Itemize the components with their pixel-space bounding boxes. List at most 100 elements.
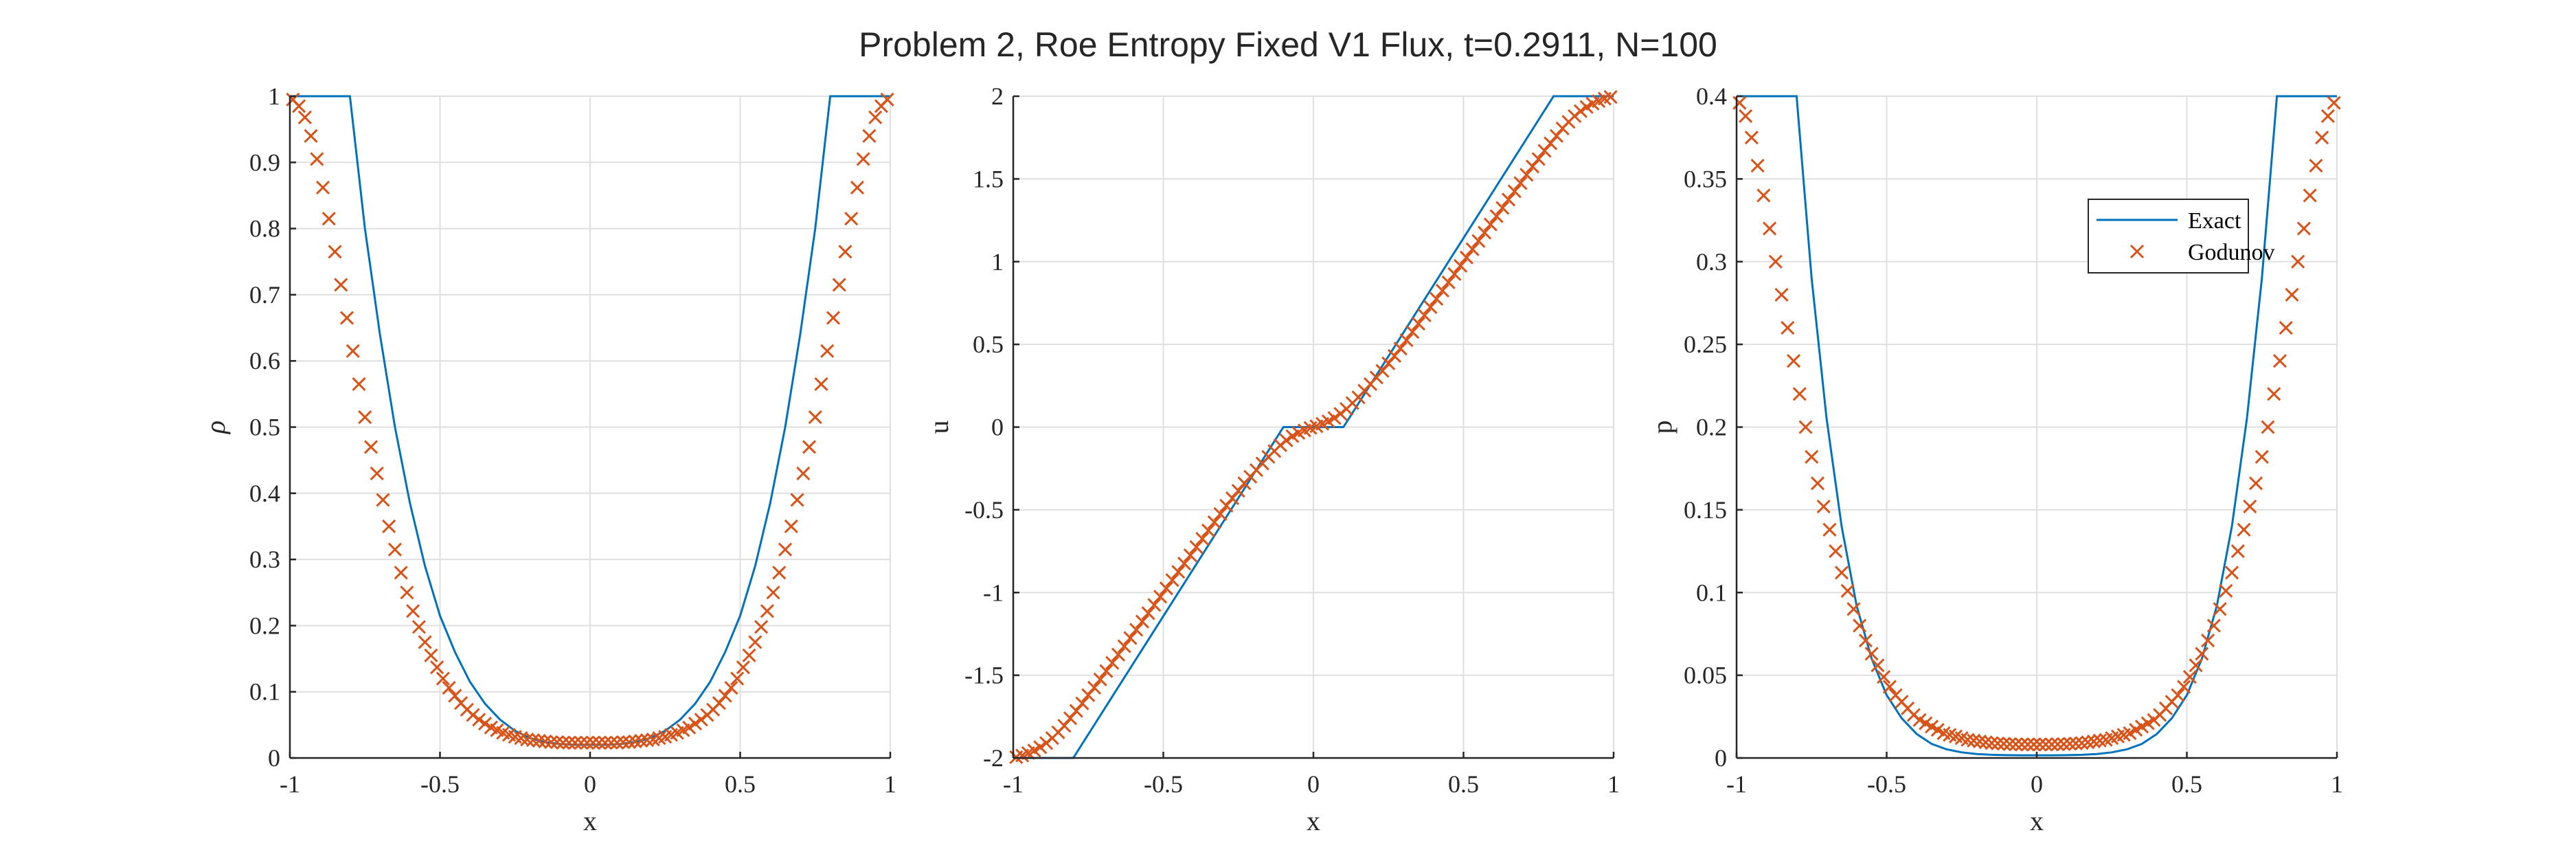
subplot-1: -1 -0.5 0 0.5 1 0 0.1 0.2 0.3 0.4 0.5 0.6 0.7 0.8 0.9 1… [200,82,896,836]
data-point-marker [1135,614,1149,629]
data-point-marker [1411,316,1426,331]
data-point-marker [1165,573,1179,588]
legend-entry-label: Godunov [2188,240,2275,265]
data-point-marker [862,129,877,143]
data-point-marker [2219,583,2233,598]
data-point-marker [1531,152,1546,166]
data-point-marker [586,735,600,750]
data-point-marker [790,493,804,507]
data-point-marker [363,440,379,454]
data-point-marker [634,733,648,748]
data-point-marker [406,604,420,618]
data-point-marker [1087,680,1102,695]
data-point-marker [321,212,336,226]
data-point-marker [1739,109,1753,123]
data-point-marker [1603,90,1618,104]
y-tick-label: 0.6 [249,347,280,375]
data-point-marker [2296,221,2311,236]
y-tick-label: 0 [1715,744,1727,772]
data-point-marker [1810,476,1825,491]
data-point-marker [292,99,306,113]
data-point-marker [1816,499,1831,514]
data-point-marker [592,735,607,750]
data-point-marker [2303,188,2317,203]
data-point-marker [520,732,534,747]
y-tick-label: 0.5 [973,331,1004,358]
data-point-marker [568,735,583,750]
data-point-marker [1454,258,1468,273]
data-point-marker [2063,737,2077,751]
y-tick-label: 0.15 [1684,496,1727,524]
y-tick-label: 0.7 [249,281,280,309]
data-point-marker [1183,548,1197,563]
y-tick-label: 0.1 [1696,579,1727,606]
data-point-marker [2068,736,2083,750]
data-point-marker [1507,184,1522,199]
y-tick-label: 0.25 [1684,331,1727,358]
series-markers-godunov [1009,90,1618,764]
data-point-marker [1882,680,1897,694]
y-tick-label: 0.2 [1696,414,1727,441]
data-point-marker [2177,680,2191,694]
data-point-marker [838,245,852,259]
data-point-marker [826,311,841,325]
data-point-marker [2182,669,2197,684]
data-point-marker [352,377,366,391]
y-tick-label: 1 [268,82,280,110]
data-point-marker [328,245,342,259]
data-point-marker [2279,320,2293,335]
data-point-marker [2171,688,2185,702]
data-point-marker [688,716,703,730]
y-tick-label: -1.5 [964,662,1004,689]
y-axis-label: ρ [200,421,231,435]
data-point-marker [1871,658,1885,673]
data-point-marker [1834,566,1849,580]
data-point-marker [574,735,588,750]
data-point-marker [2189,658,2203,673]
data-point-marker [1732,96,1747,110]
data-point-marker [1744,131,1759,145]
data-point-marker [640,733,655,748]
y-tick-label: 1 [991,248,1004,276]
data-point-marker [1189,539,1204,555]
y-tick-label: 0.5 [249,414,280,441]
data-point-marker [1105,656,1120,670]
data-point-marker [1840,583,1855,598]
data-point-marker [2230,544,2245,559]
data-point-marker [1279,433,1293,447]
data-point-marker [2248,476,2263,491]
data-point-marker [538,734,552,748]
data-point-marker [616,735,631,749]
x-tick-label: 1 [2331,770,2343,798]
data-point-marker [1489,209,1504,223]
data-point-marker [1417,308,1432,323]
data-point-marker [724,680,738,695]
data-point-marker [1792,387,1807,401]
data-point-marker [556,735,570,750]
data-point-marker [387,542,403,557]
data-point-marker [477,716,493,730]
data-point-marker [2255,449,2269,464]
y-tick-label: 0 [991,414,1004,441]
legend: Exact Godunov [2088,199,2275,274]
data-point-marker [628,734,642,748]
data-point-marker [1033,740,1048,755]
x-tick-label: -0.5 [420,770,460,798]
data-point-marker [580,735,594,750]
x-axis-label: x [2030,805,2044,836]
data-point-marker [2039,737,2053,752]
data-point-marker [1471,234,1486,248]
data-point-marker [2261,420,2275,434]
y-axis-label: u [923,421,954,434]
data-point-marker [802,440,817,454]
data-point-marker [1207,515,1221,529]
x-tick-label: -1 [1726,770,1747,798]
y-tick-label: 1.5 [973,165,1004,192]
data-point-marker [526,733,541,748]
x-tick-label: 0.5 [725,770,756,798]
data-point-marker [2026,737,2041,752]
data-point-marker [1123,631,1138,645]
y-axis-label: p [1647,421,1677,434]
data-point-marker [1147,598,1162,612]
data-point-marker [1111,647,1126,662]
